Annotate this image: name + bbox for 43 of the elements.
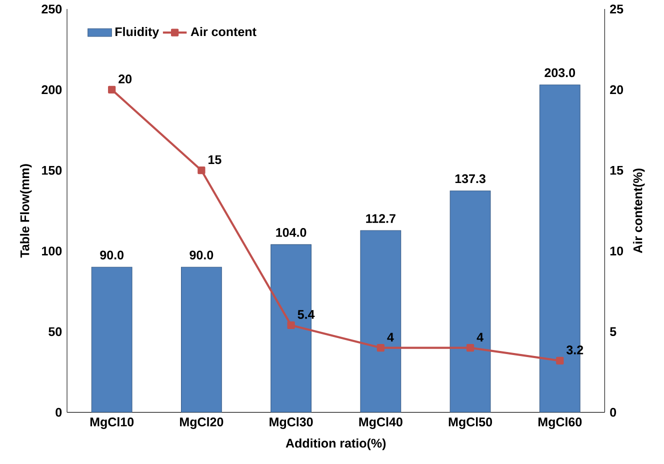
- bar: [181, 267, 222, 412]
- y-tick-label: 200: [42, 85, 62, 94]
- y-tick-label: 250: [42, 4, 62, 14]
- legend-label: Fluidity: [115, 27, 160, 39]
- point: [287, 322, 295, 330]
- y2-tick-label: 5: [610, 327, 616, 336]
- y-tick-label: 100: [42, 246, 62, 256]
- data-label: 90.0: [190, 250, 214, 260]
- x-tick-label: MgCl50: [448, 417, 492, 430]
- data-label: 203.0: [544, 68, 576, 78]
- data-label: 112.7: [366, 214, 396, 223]
- x-tick-label: MgCl30: [270, 417, 313, 430]
- x-tick-label: MgCl40: [359, 417, 402, 430]
- x-axis-title: Addition ratio(%): [286, 438, 386, 450]
- y2-tick-label: 10: [610, 246, 624, 256]
- x-tick-label: MgCl10: [90, 417, 134, 430]
- point: [556, 357, 564, 365]
- y2-tick-label: 15: [610, 166, 624, 175]
- y2-tick-label: 25: [610, 4, 624, 14]
- point: [198, 166, 206, 174]
- data-label: 15: [208, 155, 222, 164]
- point: [108, 86, 116, 94]
- data-label: 4: [476, 333, 484, 342]
- data-label: 4: [387, 333, 394, 342]
- data-label: 20: [118, 74, 132, 84]
- bar: [360, 230, 402, 412]
- data-label: 104.0: [276, 228, 306, 238]
- y-tick-label: 0: [56, 408, 62, 417]
- data-label: 90.0: [100, 250, 124, 260]
- x-tick-label: MgCl60: [538, 417, 582, 430]
- point: [466, 344, 474, 352]
- point: [376, 344, 384, 352]
- y-tick-label: 50: [48, 327, 62, 336]
- bar: [450, 190, 491, 412]
- x-tick-label: MgCl20: [180, 417, 224, 430]
- legend-label: Air content: [190, 27, 256, 36]
- bar: [91, 267, 132, 412]
- y2-tick-label: 20: [610, 85, 624, 94]
- y2-axis-title: Air content(%): [633, 168, 645, 254]
- data-label: 137.3: [455, 174, 486, 184]
- y-axis-title: Table Flow(mm): [20, 164, 32, 258]
- y2-tick-label: 0: [610, 408, 616, 417]
- y-tick-label: 150: [42, 166, 62, 175]
